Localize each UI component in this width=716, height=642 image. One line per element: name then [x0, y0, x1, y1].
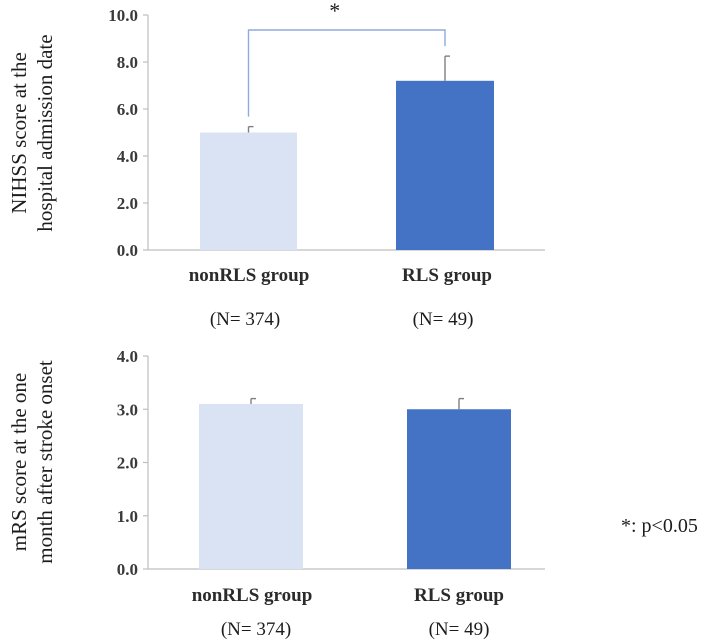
chart2-category-label-rls: RLS group — [414, 585, 504, 606]
chart1-count-label-rls: (N= 49) — [413, 309, 474, 330]
chart2-y-tick-label: 0.0 — [117, 560, 138, 579]
chart2-category-label-nonrls: nonRLS group — [192, 585, 313, 606]
chart1-y-tick-label: 6.0 — [117, 100, 138, 119]
chart2: 0.0 1.0 2.0 3.0 4.0 — [117, 347, 545, 579]
chart1-bar-rls — [396, 80, 494, 250]
chart2-bar-rls — [407, 409, 511, 569]
chart1-y-tick-label: 0.0 — [117, 241, 138, 260]
chart2-y-axis-label: mRS score at the one month after stroke … — [7, 360, 57, 564]
chart2-y-tick-label: 3.0 — [117, 400, 138, 419]
chart2-count-label-nonrls: (N= 374) — [221, 619, 291, 640]
chart1-y-axis-label: NIHSS score at the hospital admission da… — [7, 34, 57, 231]
chart2-bar-nonrls — [199, 403, 303, 569]
significance-footnote: *: p<0.05 — [621, 515, 698, 537]
chart1-count-label-nonrls: (N= 374) — [210, 309, 280, 330]
chart1-y-tick-label: 8.0 — [117, 53, 138, 72]
chart2-y-tick-label: 1.0 — [117, 507, 138, 526]
chart1-category-label-rls: RLS group — [402, 265, 492, 286]
chart2-y-tick-label: 4.0 — [117, 347, 138, 366]
chart2-y-label-line-2: month after stroke onset — [33, 360, 57, 564]
chart1-y-label-line-1: NIHSS score at the — [7, 52, 31, 214]
chart1-y-tick-label: 2.0 — [117, 194, 138, 213]
chart1-significance-bracket — [247, 29, 446, 117]
chart1-y-tick-label: 4.0 — [117, 147, 138, 166]
chart1-category-label-nonrls: nonRLS group — [189, 265, 310, 286]
chart1: 0.0 2.0 4.0 6.0 8.0 10.0 * — [108, 0, 545, 260]
chart1-y-tick-label: 10.0 — [108, 6, 138, 25]
chart1-bar-nonrls — [200, 132, 297, 250]
chart2-y-tick-label: 2.0 — [117, 454, 138, 473]
chart1-y-label-line-2: hospital admission date — [33, 34, 57, 231]
chart2-y-label-line-1: mRS score at the one — [7, 373, 31, 551]
chart2-count-label-rls: (N= 49) — [429, 619, 490, 640]
chart1-significance-marker: * — [329, 0, 340, 23]
